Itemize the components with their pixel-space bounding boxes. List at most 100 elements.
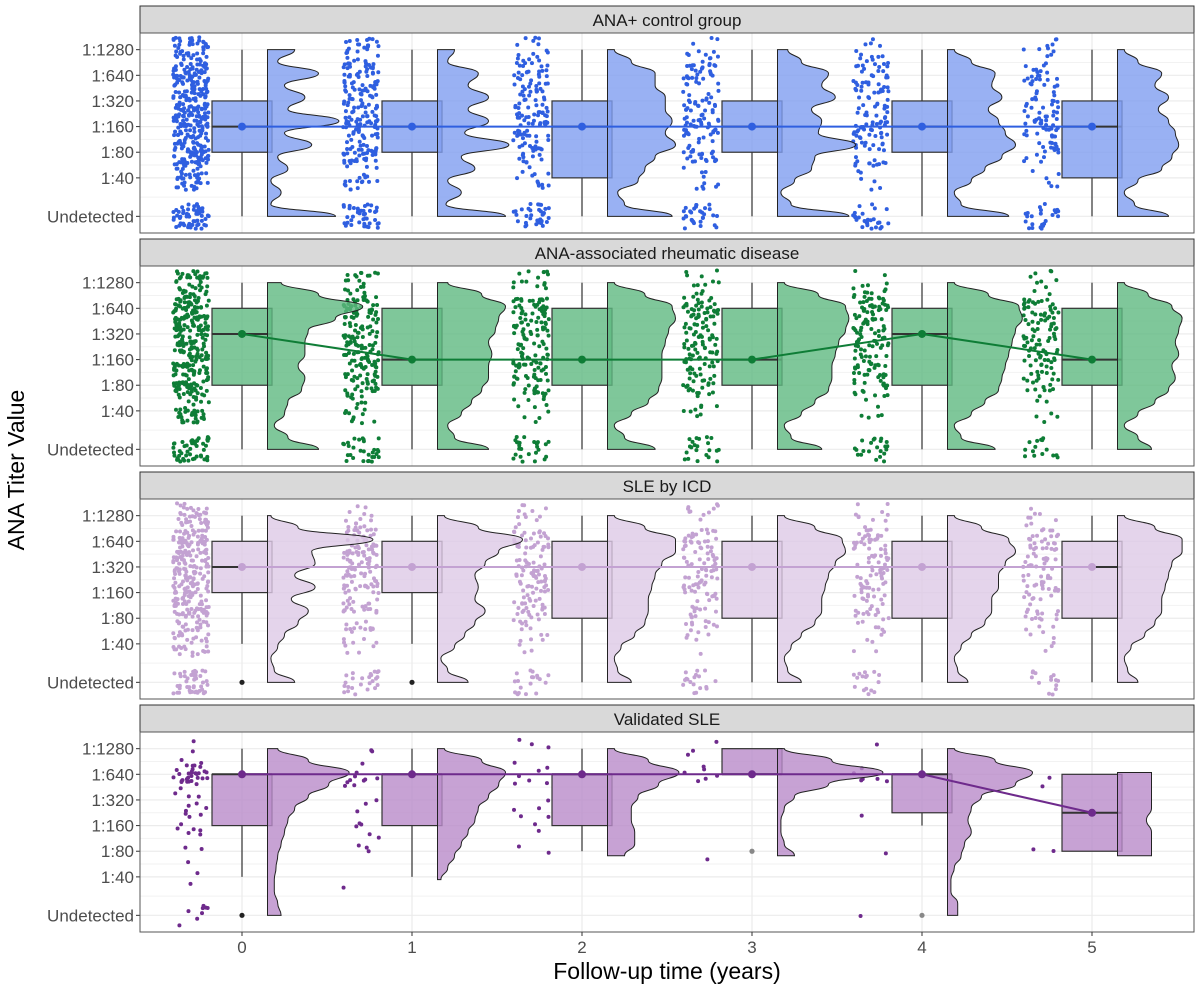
jitter-point xyxy=(511,310,516,315)
jitter-point xyxy=(375,683,380,688)
jitter-point xyxy=(1037,110,1042,115)
median-point xyxy=(238,122,246,131)
jitter-point xyxy=(367,221,372,226)
density-cloud xyxy=(947,49,1017,217)
jitter-point xyxy=(171,631,176,636)
jitter-point xyxy=(1033,358,1038,363)
jitter-point xyxy=(691,748,696,753)
jitter-point xyxy=(194,801,199,806)
jitter-point xyxy=(1049,366,1054,371)
jitter-point xyxy=(359,271,364,276)
jitter-point xyxy=(370,547,375,552)
jitter-point xyxy=(348,291,353,296)
jitter-point xyxy=(175,55,180,60)
box-iqr xyxy=(891,540,953,619)
density-cloud xyxy=(607,515,676,683)
jitter-point xyxy=(856,63,861,68)
jitter-point xyxy=(867,449,872,454)
jitter-point xyxy=(205,776,210,781)
jitter-point xyxy=(695,283,700,288)
jitter-point xyxy=(1049,534,1054,539)
jitter-point xyxy=(691,147,696,152)
jitter-point xyxy=(876,680,881,685)
jitter-point xyxy=(880,301,885,306)
jitter-point xyxy=(545,765,550,770)
jitter-point xyxy=(1025,388,1030,393)
jitter-point xyxy=(353,525,358,530)
jitter-point xyxy=(879,317,884,322)
jitter-point xyxy=(682,345,687,350)
jitter-point xyxy=(1049,593,1054,598)
jitter-point xyxy=(341,586,346,591)
jitter-point xyxy=(177,612,182,617)
jitter-point xyxy=(185,418,190,423)
jitter-point xyxy=(343,115,348,120)
jitter-point xyxy=(860,305,865,310)
jitter-point xyxy=(1055,83,1060,88)
jitter-point xyxy=(511,361,516,366)
jitter-point xyxy=(536,768,541,773)
jitter-point xyxy=(349,158,354,163)
jitter-point xyxy=(183,93,188,98)
jitter-point xyxy=(197,35,202,40)
jitter-point xyxy=(519,279,524,284)
y-tick-label: Undetected xyxy=(47,440,134,459)
jitter-point xyxy=(851,370,856,375)
jitter-point xyxy=(354,406,359,411)
jitter-point xyxy=(366,314,371,319)
jitter-point xyxy=(714,556,719,561)
jitter-point xyxy=(699,291,704,296)
box-iqr xyxy=(891,773,953,814)
jitter-point xyxy=(198,622,203,627)
jitter-point xyxy=(523,362,528,367)
jitter-point xyxy=(870,568,875,573)
jitter-point xyxy=(187,814,192,819)
jitter-point xyxy=(185,449,190,454)
jitter-point xyxy=(692,206,697,211)
jitter-point xyxy=(872,158,877,163)
jitter-point xyxy=(363,505,368,510)
jitter-point xyxy=(373,218,378,223)
jitter-point xyxy=(685,131,690,136)
jitter-point xyxy=(194,202,199,207)
jitter-point xyxy=(191,133,196,138)
jitter-point xyxy=(881,69,886,74)
jitter-point xyxy=(688,154,693,159)
y-tick-label: 1:40 xyxy=(101,868,134,887)
jitter-point xyxy=(691,221,696,226)
jitter-point xyxy=(696,334,701,339)
jitter-point xyxy=(1037,141,1042,146)
jitter-point xyxy=(684,621,689,626)
jitter-point xyxy=(520,89,525,94)
jitter-point xyxy=(200,126,205,131)
jitter-point xyxy=(867,368,872,373)
jitter-point xyxy=(515,115,520,120)
jitter-point xyxy=(192,118,197,123)
jitter-point xyxy=(345,393,350,398)
jitter-point xyxy=(546,587,551,592)
jitter-point xyxy=(357,278,362,283)
jitter-point xyxy=(187,610,192,615)
jitter-point xyxy=(513,690,518,695)
jitter-point xyxy=(1044,447,1049,452)
jitter-point xyxy=(876,413,881,418)
x-tick-label: 2 xyxy=(577,938,586,957)
jitter-point xyxy=(880,602,885,607)
jitter-point xyxy=(867,132,872,137)
jitter-point xyxy=(341,601,346,606)
jitter-point xyxy=(858,332,863,337)
jitter-point xyxy=(199,399,204,404)
jitter-point xyxy=(188,301,193,306)
jitter-point xyxy=(178,786,183,791)
jitter-point xyxy=(189,769,194,774)
jitter-point xyxy=(1025,584,1030,589)
jitter-point xyxy=(1035,131,1040,136)
jitter-point xyxy=(512,73,517,78)
jitter-point xyxy=(363,400,368,405)
jitter-point xyxy=(684,81,689,86)
jitter-point xyxy=(184,51,189,56)
jitter-point xyxy=(544,48,549,53)
jitter-point xyxy=(348,187,353,192)
jitter-point xyxy=(875,341,880,346)
jitter-point xyxy=(183,808,188,813)
